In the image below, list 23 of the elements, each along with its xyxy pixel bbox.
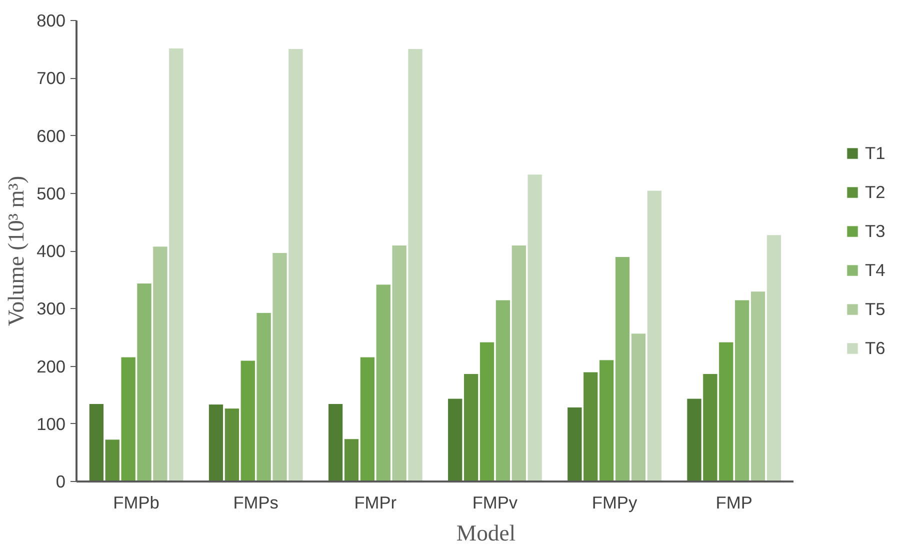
- y-tick-label: 800: [36, 10, 66, 30]
- legend-label: T6: [865, 338, 886, 358]
- y-axis-title: Volume (10³ m³): [4, 176, 29, 326]
- y-tick-label: 0: [56, 472, 66, 492]
- x-tick-label: FMPv: [472, 492, 518, 512]
- legend-label: T1: [865, 142, 886, 164]
- y-tick-label: 300: [36, 298, 66, 319]
- y-tick-label: 200: [36, 356, 66, 376]
- y-tick-label: 400: [36, 241, 66, 261]
- y-tick-label: 500: [36, 183, 66, 204]
- y-tick-label: 600: [36, 126, 66, 146]
- y-tick-label: 100: [36, 414, 66, 434]
- x-tick-label: FMP: [716, 492, 752, 512]
- legend-label: T2: [865, 182, 886, 202]
- y-tick-label: 700: [36, 68, 66, 88]
- x-tick-label: FMPr: [354, 492, 397, 512]
- x-tick-label: FMPs: [233, 492, 279, 512]
- legend-label: T4: [865, 260, 886, 280]
- x-tick-label: FMPb: [113, 492, 160, 512]
- legend-label: T3: [865, 220, 886, 242]
- x-tick-label: FMPy: [592, 492, 638, 512]
- legend-label: T5: [865, 298, 886, 320]
- x-axis-title: Model: [456, 520, 516, 546]
